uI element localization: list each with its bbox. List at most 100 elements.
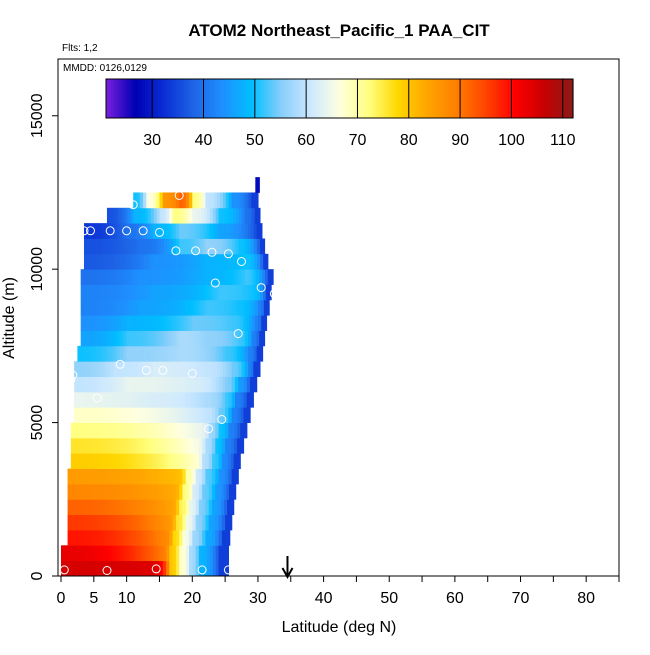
heat-cell (130, 483, 135, 500)
heat-cell (169, 468, 174, 485)
colorbar-swatch (448, 79, 452, 118)
heat-cell (179, 345, 183, 362)
heat-cell (223, 269, 228, 285)
heat-cell (243, 407, 248, 423)
colorbar-swatch (321, 79, 325, 118)
colorbar-swatch (393, 79, 398, 118)
heat-cell (106, 468, 111, 485)
heat-cell (215, 468, 220, 485)
heat-cell (106, 407, 111, 423)
heat-cell (225, 468, 229, 485)
heat-cell (176, 361, 180, 377)
colorbar-swatch (279, 79, 284, 118)
heat-cell (198, 376, 202, 393)
heat-cell (82, 376, 87, 393)
colorbar-swatch (502, 79, 507, 118)
heat-cell (158, 345, 163, 362)
heat-cell (187, 238, 192, 255)
colorbar-swatch (469, 79, 473, 118)
heat-cell (91, 499, 96, 516)
heat-cell (144, 545, 149, 562)
heat-cell (218, 407, 223, 423)
heat-cell (230, 453, 235, 470)
heat-cell (108, 223, 113, 239)
heat-cell (182, 330, 186, 347)
heat-cell (268, 284, 272, 301)
heat-cell (222, 345, 226, 362)
heat-cell (260, 284, 264, 301)
heat-cell (221, 207, 225, 224)
heat-cell (112, 468, 117, 485)
heat-cell (238, 361, 243, 377)
heat-cell (142, 499, 146, 516)
colorbar-swatch (248, 79, 252, 118)
heat-cell (120, 545, 125, 562)
heat-cell (202, 499, 207, 516)
heat-cell (178, 422, 182, 439)
heat-cell (176, 284, 181, 301)
heat-cell (164, 284, 169, 301)
heat-cell (112, 207, 117, 224)
heat-cell (145, 238, 150, 255)
heat-cell (126, 345, 131, 362)
heat-cell (138, 376, 143, 393)
heat-cell (250, 345, 255, 362)
heat-cell (225, 361, 230, 377)
heat-cell (160, 514, 164, 531)
heat-cell (182, 223, 186, 239)
heat-cell (126, 376, 131, 393)
heat-cell (95, 391, 99, 408)
heat-cell (240, 315, 244, 331)
heat-cell (118, 499, 123, 516)
heat-cell (240, 437, 245, 454)
colorbar-swatch (342, 79, 346, 118)
heat-cell (211, 483, 216, 500)
heat-cell (200, 345, 205, 362)
colorbar-swatch (282, 79, 286, 118)
heat-cell (202, 529, 207, 546)
heat-cell (77, 407, 81, 423)
heat-cell (227, 284, 232, 301)
heat-cell (244, 223, 249, 239)
heat-cell (125, 299, 129, 316)
colorbar-swatch (445, 79, 450, 118)
heat-cell (155, 453, 160, 470)
heat-cell (124, 483, 129, 500)
heat-cell (182, 345, 186, 362)
heat-cell (116, 391, 121, 408)
heat-cell (198, 545, 203, 562)
heat-cell (152, 223, 157, 239)
heat-cell (163, 483, 168, 500)
heat-cell (123, 315, 128, 331)
heat-cell (179, 223, 183, 239)
colorbar-swatch (396, 79, 400, 118)
heat-cell (212, 223, 217, 239)
heat-cell (196, 391, 201, 408)
colorbar-swatch (370, 79, 374, 118)
heat-cell (202, 391, 207, 408)
heat-cell (73, 483, 78, 500)
colorbar-swatch (404, 79, 408, 118)
heat-cell (73, 529, 78, 546)
heat-cell (185, 345, 189, 362)
heat-cell (167, 223, 172, 239)
heat-cell (198, 483, 203, 500)
heat-cell (192, 192, 197, 209)
heat-cell (185, 192, 190, 209)
heat-cell (140, 437, 145, 454)
heat-cell (95, 345, 100, 362)
heat-cell (101, 391, 106, 408)
heat-cell (189, 468, 193, 485)
heat-cell (83, 299, 88, 316)
observation-point (158, 365, 168, 375)
heat-cell (174, 315, 178, 331)
heat-cell (83, 315, 88, 331)
heat-cell (195, 483, 200, 500)
colorbar-swatch (417, 79, 421, 118)
heat-cell (86, 330, 91, 347)
heat-cell (250, 223, 255, 239)
heat-cell (108, 330, 112, 347)
heat-cell (257, 284, 261, 301)
heat-cell (102, 345, 106, 362)
heat-cell (180, 315, 184, 331)
